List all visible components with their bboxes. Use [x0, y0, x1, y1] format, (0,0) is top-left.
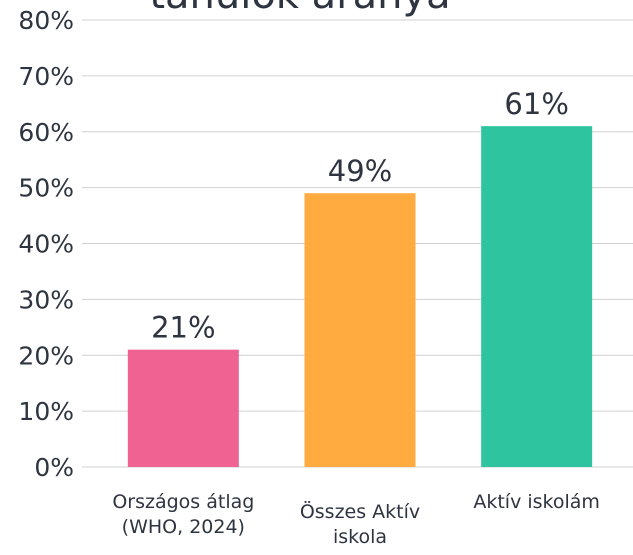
value-label: 49% [328, 154, 392, 188]
y-tick-label: 80% [18, 6, 74, 35]
y-tick-label: 20% [18, 341, 74, 370]
bar [481, 126, 593, 467]
bar [304, 193, 416, 467]
x-tick-label: Aktív iskolám [473, 491, 600, 513]
y-tick-label: 30% [18, 285, 74, 314]
y-tick-label: 40% [18, 230, 74, 259]
y-tick-label: 0% [34, 453, 74, 482]
y-tick-label: 50% [18, 174, 74, 203]
bar [127, 349, 239, 467]
x-tick-label: Országos átlag (WHO, 2024) [112, 491, 255, 538]
value-label: 21% [151, 311, 215, 345]
y-tick-label: 70% [18, 62, 74, 91]
x-tick-label: Összes Aktív iskola [299, 501, 421, 548]
y-tick-label: 60% [18, 118, 74, 147]
y-tick-label: 10% [18, 397, 74, 426]
value-label: 61% [504, 87, 568, 121]
chart-title: tanulók aránya [149, 0, 450, 18]
